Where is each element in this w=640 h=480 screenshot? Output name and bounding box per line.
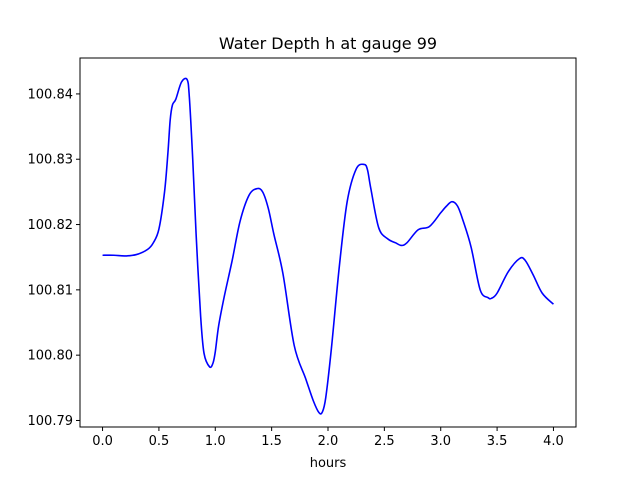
x-tick-label: 3.5 — [487, 434, 508, 449]
x-tick-label: 1.5 — [261, 434, 282, 449]
plot-area — [102, 77, 555, 415]
y-tick-label: 100.79 — [28, 414, 74, 429]
x-tick-label: 3.0 — [430, 434, 451, 449]
x-tick-label: 1.0 — [205, 434, 226, 449]
x-tick-label: 0.5 — [149, 434, 170, 449]
x-tick-label: 2.0 — [318, 434, 339, 449]
x-axis: 0.0 0.5 1.0 1.5 2.0 2.5 3.0 3.5 4.0 — [92, 427, 564, 449]
x-tick-label: 4.0 — [543, 434, 564, 449]
y-tick-label: 100.82 — [28, 218, 74, 233]
y-tick-label: 100.81 — [28, 283, 74, 298]
y-axis: 100.79 100.80 100.81 100.82 100.83 100.84 — [28, 87, 80, 429]
chart-title: Water Depth h at gauge 99 — [219, 34, 437, 53]
x-tick-label: 2.5 — [374, 434, 395, 449]
series-line — [102, 77, 555, 415]
y-tick-label: 100.80 — [28, 349, 74, 364]
axes-frame — [79, 57, 577, 428]
y-tick-label: 100.83 — [28, 153, 74, 168]
x-axis-label: hours — [310, 456, 347, 471]
y-tick-label: 100.84 — [28, 87, 74, 102]
x-tick-label: 0.0 — [92, 434, 113, 449]
